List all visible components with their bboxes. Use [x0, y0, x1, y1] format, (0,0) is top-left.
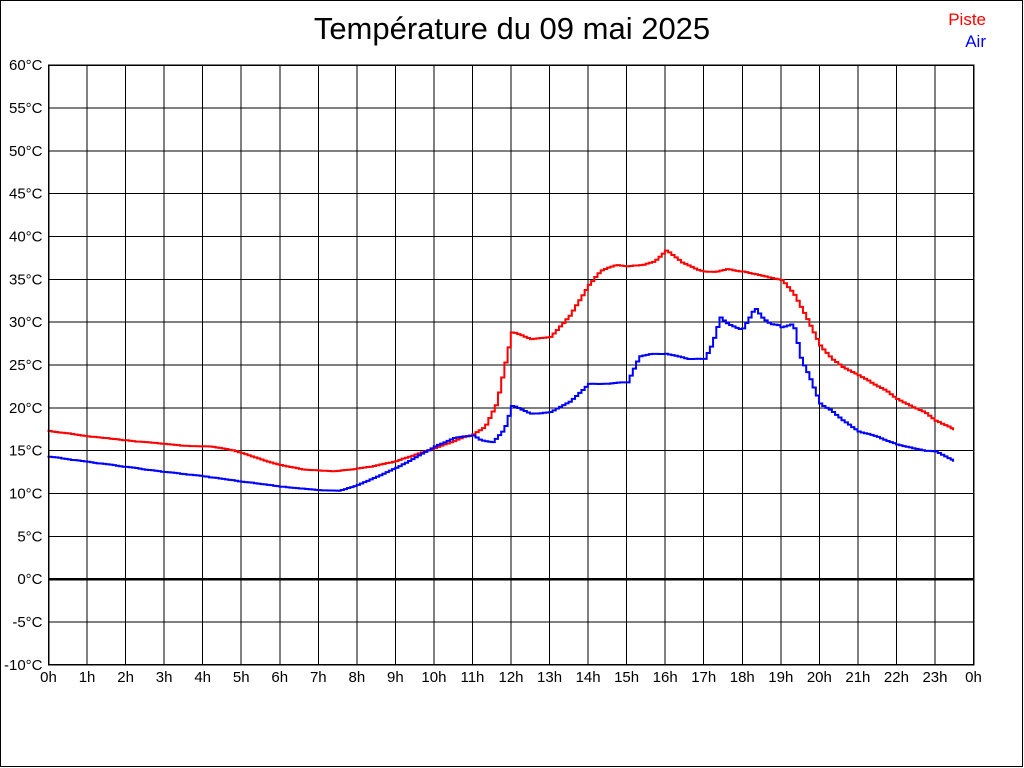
- svg-text:0°C: 0°C: [17, 571, 42, 588]
- svg-text:4h: 4h: [194, 669, 211, 686]
- svg-text:25°C: 25°C: [9, 357, 43, 374]
- svg-text:2h: 2h: [117, 669, 134, 686]
- svg-text:20h: 20h: [807, 669, 832, 686]
- svg-text:6h: 6h: [271, 669, 288, 686]
- svg-text:10h: 10h: [421, 669, 446, 686]
- svg-text:0h: 0h: [40, 669, 57, 686]
- svg-text:23h: 23h: [922, 669, 947, 686]
- svg-text:50°C: 50°C: [9, 143, 43, 160]
- svg-text:17h: 17h: [691, 669, 716, 686]
- svg-text:60°C: 60°C: [9, 57, 43, 74]
- svg-text:45°C: 45°C: [9, 186, 43, 203]
- svg-text:40°C: 40°C: [9, 228, 43, 245]
- svg-text:20°C: 20°C: [9, 400, 43, 417]
- svg-text:5°C: 5°C: [17, 528, 42, 545]
- svg-text:7h: 7h: [310, 669, 327, 686]
- svg-text:10°C: 10°C: [9, 486, 43, 503]
- svg-text:8h: 8h: [348, 669, 365, 686]
- svg-text:9h: 9h: [387, 669, 404, 686]
- svg-text:3h: 3h: [156, 669, 173, 686]
- svg-text:14h: 14h: [576, 669, 601, 686]
- svg-text:13h: 13h: [537, 669, 562, 686]
- svg-text:11h: 11h: [460, 669, 484, 686]
- svg-text:22h: 22h: [884, 669, 909, 686]
- svg-text:55°C: 55°C: [9, 100, 43, 117]
- svg-text:15°C: 15°C: [9, 443, 43, 460]
- svg-text:18h: 18h: [730, 669, 755, 686]
- svg-text:15h: 15h: [614, 669, 639, 686]
- svg-text:5h: 5h: [233, 669, 250, 686]
- svg-text:35°C: 35°C: [9, 271, 43, 288]
- svg-text:21h: 21h: [845, 669, 870, 686]
- svg-text:12h: 12h: [498, 669, 523, 686]
- svg-text:19h: 19h: [768, 669, 793, 686]
- svg-text:0h: 0h: [965, 669, 982, 686]
- svg-text:-5°C: -5°C: [12, 614, 42, 631]
- svg-text:-10°C: -10°C: [4, 657, 43, 674]
- svg-text:30°C: 30°C: [9, 314, 43, 331]
- svg-text:16h: 16h: [653, 669, 678, 686]
- svg-text:1h: 1h: [79, 669, 96, 686]
